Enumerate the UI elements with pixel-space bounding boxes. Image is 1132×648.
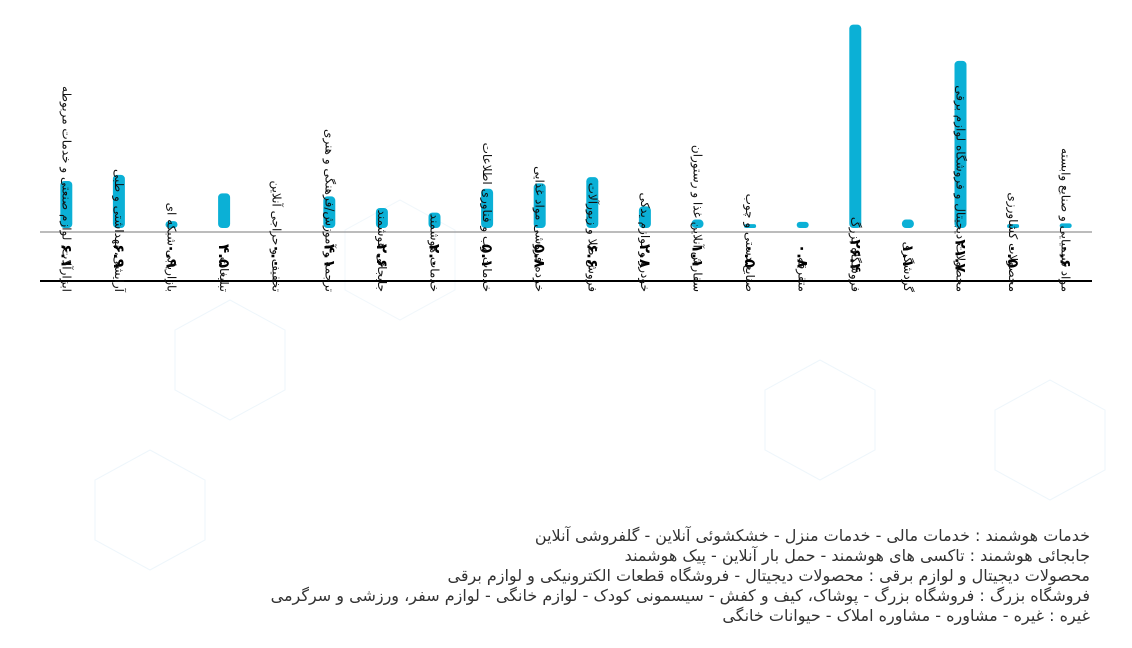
bar xyxy=(323,196,336,228)
category-label: محصولات دیجیتال و فروشگاه لوازم برقی xyxy=(953,85,968,292)
category-label: سفارش آنلاین غذا و رستوران xyxy=(690,145,706,292)
bar-value-label: ۴.۵ xyxy=(215,244,233,268)
bar-value-label: ۲.۶ xyxy=(373,244,391,268)
bar xyxy=(428,212,441,228)
category-label: تخفیف و حراجی آنلاین xyxy=(269,180,285,292)
category-label: خدمات هوشمند xyxy=(427,214,442,292)
category-label: متفرقه xyxy=(795,257,810,292)
bar-value-label: ۲.۰ xyxy=(426,244,444,268)
bar-value-label: ۴.۱ xyxy=(320,244,338,268)
bar xyxy=(165,221,178,228)
category-label: خدمات وب و فناوری اطلاعات xyxy=(479,143,494,292)
bar-value-label: ۱.۱ xyxy=(689,244,707,268)
note-line: جابجائی هوشمند : تاکسی های هوشمند - حمل … xyxy=(624,546,1090,565)
category-label: مواد شیمیایی و صنایع وابسته xyxy=(1058,148,1073,292)
bar xyxy=(796,221,809,228)
note-line: غیره : غیره - مشاوره - مشاوره املاک - حی… xyxy=(722,606,1090,625)
category-label: فروش طلا و زیورآلات xyxy=(584,183,600,292)
category-label: فروشگاه بزرگ xyxy=(847,217,862,292)
bar-chart: ۶.۱ ۶.۹ ۰.۹ ۴.۵ ۰.۰ ۴.۱ ۲.۶ ۲.۰ ۵.۱ ۵.۸ ۶.۶ ۲.۸ ۱.۱ ۰… xyxy=(40,24,1092,293)
bar xyxy=(112,174,125,228)
bar xyxy=(638,206,651,228)
bar-value-label: ۰.۶ xyxy=(1057,244,1075,268)
bar xyxy=(586,177,599,228)
bar-value-label: ۰.۰ xyxy=(268,244,286,268)
bar-value-label: ۰.۸ xyxy=(794,244,812,268)
category-label: ابزارآلات، لوازم صنعتی و خدمات مربوطه xyxy=(58,86,74,292)
category-label: صنایع دستی و چوب xyxy=(742,194,757,292)
value-labels-group: ۶.۱ ۶.۹ ۰.۹ ۴.۵ ۰.۰ ۴.۱ ۲.۶ ۲.۰ ۵.۱ ۵.۸ ۶.۶ ۲.۸ ۱.۱ ۰… xyxy=(57,239,1074,272)
bar xyxy=(60,181,73,228)
category-label: بازاریابی شبکه ای xyxy=(164,203,179,292)
bar xyxy=(901,219,914,228)
bar xyxy=(849,24,862,228)
category-label: خرده فروشی مواد غذایی xyxy=(532,166,547,292)
category-label: محصولات کشاورزی xyxy=(1005,192,1020,292)
bar-value-label: ۶.۹ xyxy=(110,244,128,268)
note-line: فروشگاه بزرگ : فروشگاه بزرگ - پوشاک، کیف… xyxy=(270,586,1090,605)
bar xyxy=(375,207,388,228)
category-label: آرایشی، بهداشتی و طبی xyxy=(111,169,127,293)
bar xyxy=(1059,223,1072,228)
bars-group xyxy=(60,24,1072,229)
bar-value-label: ۲۶.۴ xyxy=(846,239,864,272)
bar xyxy=(533,183,546,228)
bar-value-label: ۲۱.۷ xyxy=(952,239,970,272)
bar-value-label: ۵.۸ xyxy=(531,244,549,268)
bar-value-label: ۰.۵ xyxy=(1004,244,1022,268)
bar xyxy=(481,188,494,228)
bar-value-label: ۰.۹ xyxy=(163,244,181,268)
bar xyxy=(744,224,757,228)
category-label: گردشگری xyxy=(900,242,915,293)
bar xyxy=(1007,224,1020,228)
bar-value-label: ۰.۵ xyxy=(741,244,759,268)
bar-value-label: ۵.۱ xyxy=(478,244,496,268)
category-label: خودرو و لوازم یدکی xyxy=(637,192,652,292)
note-line: محصولات دیجیتال و لوازم برقی : محصولات د… xyxy=(447,566,1091,585)
bar-value-label: ۶.۶ xyxy=(583,244,601,268)
category-label: ترجمه و آموزش/فرهنگی و هنری xyxy=(321,129,337,292)
bar-value-label: ۱.۱ xyxy=(899,244,917,268)
category-labels-group: ابزارآلات، لوازم صنعتی و خدمات مربوطه آرا… xyxy=(58,85,1072,292)
bar xyxy=(218,193,231,228)
category-notes: خدمات هوشمند : خدمات مالی - خدمات منزل -… xyxy=(190,526,1090,626)
category-label: تبلیغات xyxy=(217,257,231,292)
category-label: جابجائی هوشمند xyxy=(374,210,389,292)
bar xyxy=(954,60,967,229)
bar-value-label: ۶.۱ xyxy=(57,244,75,268)
bar-value-label: ۲.۸ xyxy=(636,244,654,268)
note-line: خدمات هوشمند : خدمات مالی - خدمات منزل -… xyxy=(534,526,1090,545)
bar xyxy=(691,219,704,228)
